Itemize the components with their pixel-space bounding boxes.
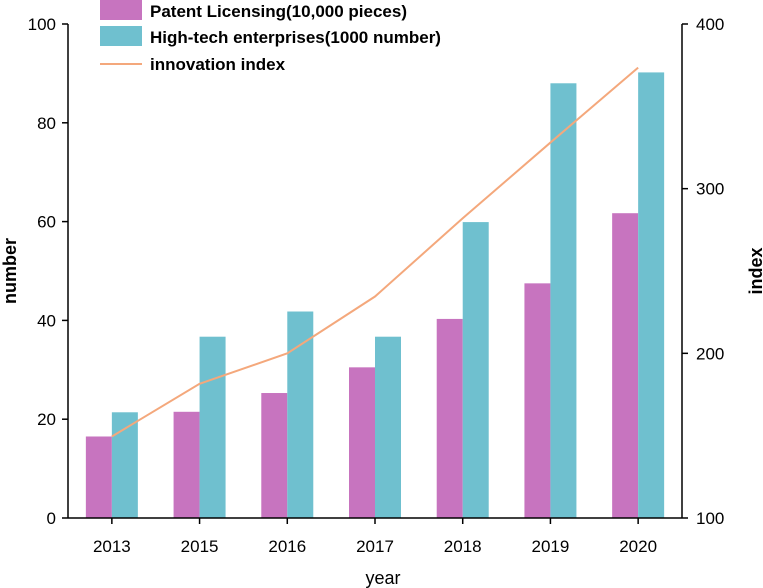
x-tick-label-2018: 2018 <box>444 537 482 556</box>
left-tick-label: 20 <box>37 410 56 429</box>
bar-patent-licensing-2019 <box>524 283 551 518</box>
x-tick-label-2016: 2016 <box>268 537 306 556</box>
right-tick-label: 200 <box>696 344 724 363</box>
line-layer <box>111 66 639 438</box>
bar-patent-licensing-2016 <box>261 393 288 518</box>
x-tick-label-2019: 2019 <box>532 537 570 556</box>
x-tick-label-2013: 2013 <box>93 537 131 556</box>
x-tick-label-2020: 2020 <box>619 537 657 556</box>
left-tick-label: 80 <box>37 114 56 133</box>
legend-swatch-patent-licensing <box>100 0 142 20</box>
x-tick-label-2015: 2015 <box>181 537 219 556</box>
bar-patent-licensing-2020 <box>612 213 639 518</box>
bar-high-tech-enterprises-2017 <box>375 336 401 518</box>
bar-high-tech-enterprises-2015 <box>199 336 226 518</box>
right-axis-title: index <box>746 247 763 294</box>
x-axis-title: year <box>365 568 400 588</box>
innovation-index-line <box>111 66 639 438</box>
bar-patent-licensing-2017 <box>349 367 375 518</box>
bar-high-tech-enterprises-2019 <box>550 83 577 518</box>
legend-label-high-tech-enterprises: High-tech enterprises(1000 number) <box>150 28 441 47</box>
bar-patent-licensing-2013 <box>85 436 112 518</box>
right-tick-label: 400 <box>696 15 724 34</box>
bar-high-tech-enterprises-2016 <box>287 311 314 518</box>
bar-high-tech-enterprises-2013 <box>111 412 138 518</box>
bar-high-tech-enterprises-2018 <box>462 222 489 518</box>
x-tick-label-2017: 2017 <box>356 537 394 556</box>
left-tick-label: 100 <box>28 15 56 34</box>
bar-high-tech-enterprises-2020 <box>638 72 665 519</box>
left-tick-label: 0 <box>47 509 56 528</box>
tick-layer: 0 20 40 60 80 100 100 200 300 400 2013 2015 2016 2017… <box>28 15 725 556</box>
right-tick-label: 300 <box>696 180 724 199</box>
left-tick-label: 40 <box>37 311 56 330</box>
bar-patent-licensing-2015 <box>173 411 200 518</box>
legend-label-innovation-index: innovation index <box>150 55 286 74</box>
legend-swatch-high-tech-enterprises <box>100 26 142 46</box>
legend-label-patent-licensing: Patent Licensing(10,000 pieces) <box>150 2 407 21</box>
bar-patent-licensing-2018 <box>436 318 463 518</box>
left-tick-label: 60 <box>37 213 56 232</box>
left-axis-title: number <box>0 238 20 304</box>
right-tick-label: 100 <box>696 509 724 528</box>
legend: Patent Licensing(10,000 pieces) High-tec… <box>100 0 441 74</box>
bar-layer <box>85 72 665 519</box>
